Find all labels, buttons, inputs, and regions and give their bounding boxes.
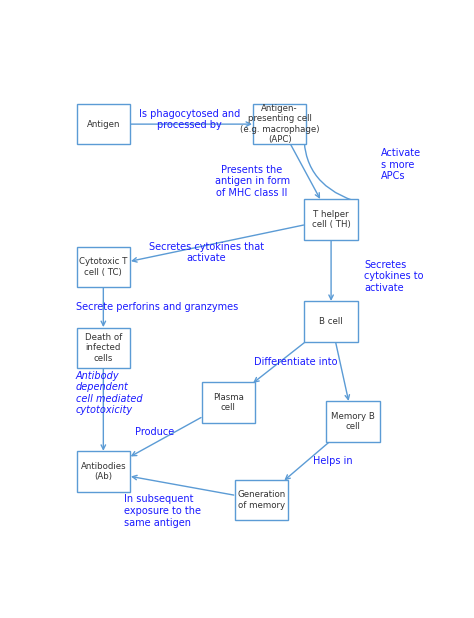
Text: Plasma
cell: Plasma cell	[213, 393, 244, 412]
Text: Secretes
cytokines to
activate: Secretes cytokines to activate	[364, 260, 424, 293]
Text: Activate
s more
APCs: Activate s more APCs	[381, 148, 421, 181]
Text: Secrete perforins and granzymes: Secrete perforins and granzymes	[76, 302, 238, 312]
Text: Death of
infected
cells: Death of infected cells	[85, 333, 122, 363]
Text: Presents the
antigen in form
of MHC class II: Presents the antigen in form of MHC clas…	[215, 164, 290, 198]
FancyBboxPatch shape	[77, 247, 130, 287]
Text: Differentiate into: Differentiate into	[255, 357, 338, 367]
FancyBboxPatch shape	[304, 302, 358, 342]
Text: Antibody
dependent
cell mediated
cytotoxicity: Antibody dependent cell mediated cytotox…	[76, 371, 142, 415]
FancyBboxPatch shape	[201, 383, 255, 423]
Text: B cell: B cell	[319, 317, 343, 326]
Text: Memory B
cell: Memory B cell	[331, 412, 375, 431]
FancyBboxPatch shape	[77, 104, 130, 145]
Text: Secretes cytokines that
activate: Secretes cytokines that activate	[149, 242, 264, 263]
Text: Is phagocytosed and
processed by: Is phagocytosed and processed by	[139, 109, 240, 130]
Text: Produce: Produce	[135, 427, 174, 437]
FancyBboxPatch shape	[77, 328, 130, 368]
FancyBboxPatch shape	[77, 451, 130, 492]
Text: Antigen-
presenting cell
(e.g. macrophage)
(APC): Antigen- presenting cell (e.g. macrophag…	[240, 104, 319, 144]
Text: T helper
cell ( TH): T helper cell ( TH)	[312, 210, 350, 229]
Text: Generation
of memory: Generation of memory	[237, 490, 285, 510]
Text: In subsequent
exposure to the
same antigen: In subsequent exposure to the same antig…	[124, 494, 201, 528]
FancyBboxPatch shape	[235, 480, 288, 520]
FancyBboxPatch shape	[304, 199, 358, 240]
Text: Cytotoxic T
cell ( TC): Cytotoxic T cell ( TC)	[79, 257, 128, 277]
FancyBboxPatch shape	[327, 401, 380, 442]
Text: Helps in: Helps in	[313, 455, 353, 465]
Text: Antibodies
(Ab): Antibodies (Ab)	[81, 462, 126, 481]
FancyBboxPatch shape	[253, 104, 306, 145]
Text: Antigen: Antigen	[87, 120, 120, 129]
